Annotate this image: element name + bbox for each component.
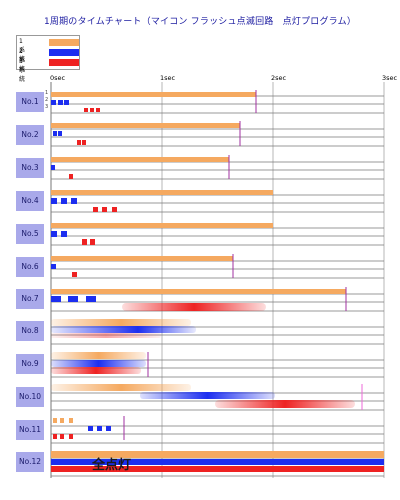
chart-title: 1周期のタイムチャート（マイコン フラッシュ点滅回路 点灯プログラム） [43, 17, 357, 27]
row-12-bars [51, 451, 384, 472]
row-6-bars [51, 254, 234, 278]
row-1-series-labels: 1 2 3 [45, 90, 48, 111]
legend-swatch-red [49, 59, 79, 66]
row-label-6: No.6 [16, 257, 44, 277]
axis-tick-0: 0sec [50, 74, 66, 82]
row-label-9: No.9 [16, 354, 44, 374]
row-3-bars [51, 155, 230, 179]
row-label-4: No.4 [16, 191, 44, 211]
row-label-5: No.5 [16, 224, 44, 244]
row-label-8: No.8 [16, 321, 44, 341]
row-11-bars [53, 416, 125, 440]
row-5-bars [51, 223, 273, 245]
all-on-label: 全点灯 [92, 458, 132, 473]
row-2-bars [51, 121, 241, 146]
row-label-3: No.3 [16, 158, 44, 178]
series-label-1: 1 [45, 90, 49, 96]
row-label-2: No.2 [16, 125, 44, 145]
row-label-11: No.11 [16, 420, 44, 440]
row-lines [51, 95, 384, 477]
row-7-bars [51, 287, 347, 311]
series-label-3: 3 [45, 104, 49, 110]
row-8-bars [51, 319, 196, 338]
legend: 1系統 2系統 3系統 [16, 35, 80, 83]
axis-tick-3: 3sec [382, 74, 398, 82]
legend-label: 1系統 [19, 38, 26, 63]
legend-label: 2系統 [19, 48, 26, 73]
row-10-bars [51, 384, 363, 410]
row-9-bars [51, 352, 149, 377]
axis-tick-1: 1sec [160, 74, 176, 82]
series-label-2: 2 [45, 97, 49, 103]
row-label-12: No.12 [16, 452, 44, 472]
row-label-1: No.1 [16, 92, 44, 112]
row-4-bars [51, 190, 273, 212]
row-label-10: No.10 [16, 387, 44, 407]
axis-tick-2: 2sec [271, 74, 287, 82]
legend-swatch-blue [49, 49, 79, 56]
legend-swatch-orange [49, 39, 79, 46]
legend-label: 3系統 [19, 58, 26, 83]
row-label-7: No.7 [16, 289, 44, 309]
row-1-bars [51, 90, 257, 113]
